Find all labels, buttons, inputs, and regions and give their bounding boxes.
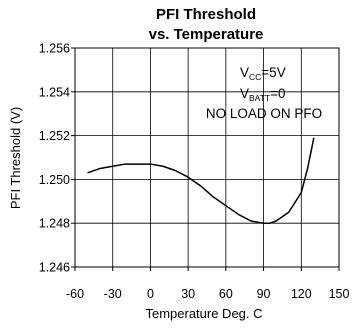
y-axis-label: PFI Threshold (V) bbox=[8, 107, 23, 209]
x-axis-label: Temperature Deg. C bbox=[145, 306, 262, 321]
vcc-subscript: CC bbox=[249, 72, 261, 82]
y-axis-ticks: 1.246 1.248 1.250 1.252 1.254 1.256 bbox=[39, 42, 75, 275]
vcc-symbol: V bbox=[240, 65, 249, 80]
vbatt-symbol: V bbox=[240, 86, 249, 101]
condition-annotations: VCC=5V VBATT=0 NO LOAD ON PFO bbox=[206, 65, 322, 121]
vcc-annotation: VCC=5V bbox=[240, 65, 286, 82]
y-tick-label: 1.250 bbox=[39, 173, 70, 187]
x-tick-label: -60 bbox=[66, 287, 84, 301]
vcc-value: =5V bbox=[261, 65, 285, 80]
grid-lines bbox=[75, 48, 339, 267]
x-tick-label: -30 bbox=[104, 287, 122, 301]
x-tick-label: 150 bbox=[329, 287, 350, 301]
chart-title-line-2: vs. Temperature bbox=[149, 26, 264, 43]
x-tick-label: 90 bbox=[257, 287, 271, 301]
x-tick-label: 30 bbox=[181, 287, 195, 301]
vbatt-subscript: BATT bbox=[249, 93, 270, 103]
x-axis-ticks: -60 -30 0 30 60 90 120 150 bbox=[66, 267, 350, 301]
vbatt-value: =0 bbox=[270, 86, 285, 101]
load-annotation: NO LOAD ON PFO bbox=[206, 106, 322, 121]
y-tick-label: 1.246 bbox=[39, 261, 70, 275]
y-tick-label: 1.252 bbox=[39, 129, 70, 143]
x-tick-label: 60 bbox=[219, 287, 233, 301]
plot-area bbox=[74, 47, 340, 268]
x-tick-label: 0 bbox=[147, 287, 154, 301]
y-tick-label: 1.256 bbox=[39, 42, 70, 56]
y-tick-label: 1.254 bbox=[39, 85, 70, 99]
y-tick-label: 1.248 bbox=[39, 217, 70, 231]
chart-title-line-1: PFI Threshold bbox=[156, 6, 256, 23]
series-line bbox=[87, 137, 315, 224]
x-tick-label: 120 bbox=[291, 287, 312, 301]
series-group bbox=[87, 137, 315, 224]
vbatt-annotation: VBATT=0 bbox=[240, 86, 286, 103]
